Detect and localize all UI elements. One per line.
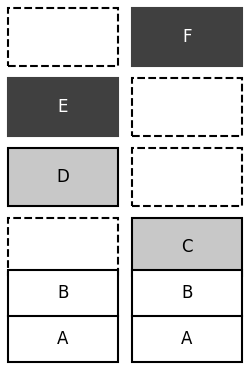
Text: A: A: [57, 330, 69, 348]
Text: D: D: [56, 168, 70, 186]
Text: B: B: [57, 284, 69, 302]
Bar: [132, 218, 242, 276]
Bar: [132, 8, 242, 66]
Bar: [132, 78, 242, 136]
Text: C: C: [181, 238, 193, 256]
Text: A: A: [181, 330, 193, 348]
Bar: [8, 78, 118, 136]
Text: E: E: [58, 98, 68, 116]
Bar: [132, 148, 242, 206]
Bar: [8, 218, 118, 276]
Bar: [8, 148, 118, 206]
Bar: [8, 270, 118, 362]
Bar: [132, 270, 242, 362]
Text: F: F: [182, 28, 192, 46]
Bar: [8, 8, 118, 66]
Text: B: B: [181, 284, 193, 302]
